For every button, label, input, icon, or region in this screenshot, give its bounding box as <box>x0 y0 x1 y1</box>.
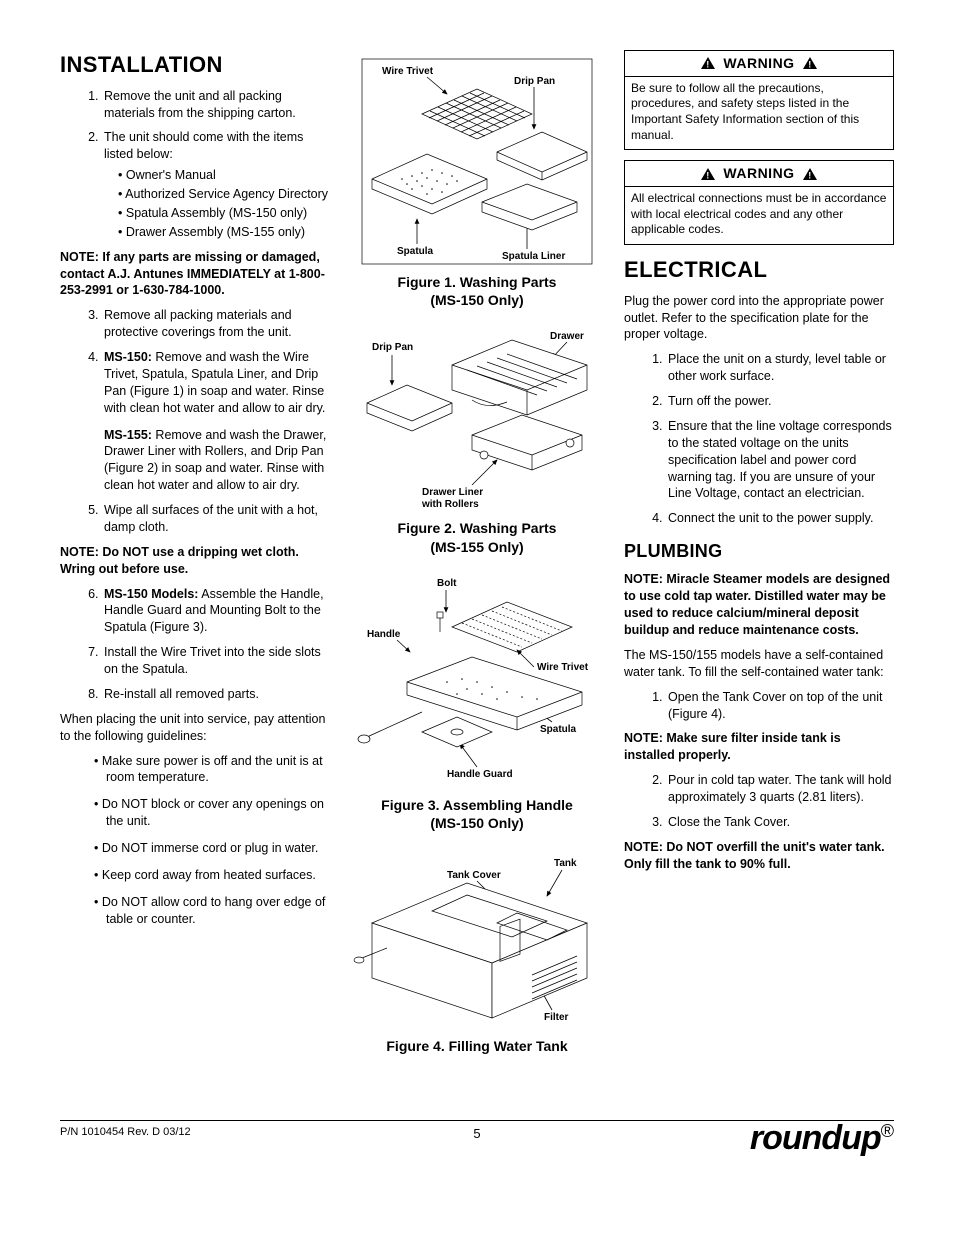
svg-text:!: ! <box>707 60 711 70</box>
svg-text:Filter: Filter <box>544 1012 569 1023</box>
warning-icon: ! <box>803 168 817 180</box>
figure-1: Wire Trivet Drip Pan Spatula Spatula Lin… <box>352 54 602 309</box>
guidelines-intro: When placing the unit into service, pay … <box>60 711 330 745</box>
warning-icon: ! <box>701 168 715 180</box>
figure-4-caption: Figure 4. Filling Water Tank <box>352 1037 602 1055</box>
figure-3-caption: Figure 3. Assembling Handle(MS-150 Only) <box>352 796 602 832</box>
plumbing-steps-a: Open the Tank Cover on top of the unit (… <box>624 689 894 723</box>
svg-text:Handle Guard: Handle Guard <box>447 769 513 780</box>
guideline-4: Keep cord away from heated surfaces. <box>94 867 330 884</box>
svg-text:Drip Pan: Drip Pan <box>514 76 555 87</box>
guideline-3: Do NOT immerse cord or plug in water. <box>94 840 330 857</box>
plumbing-note-3: NOTE: Do NOT overfill the unit's water t… <box>624 839 894 873</box>
warning-box-1: ! WARNING ! Be sure to follow all the pr… <box>624 50 894 150</box>
items-list: Owner's Manual Authorized Service Agency… <box>104 167 330 241</box>
installation-note-1: NOTE: If any parts are missing or damage… <box>60 249 330 300</box>
install-step-8: Re-install all removed parts. <box>102 686 330 703</box>
warning-body-1: Be sure to follow all the precautions, p… <box>625 77 893 149</box>
part-number: P/N 1010454 Rev. D 03/12 <box>60 1125 338 1140</box>
plumbing-step-2: Pour in cold tap water. The tank will ho… <box>666 772 894 806</box>
guideline-1: Make sure power is off and the unit is a… <box>94 753 330 787</box>
svg-text:Wire Trivet: Wire Trivet <box>382 66 434 77</box>
install-step-7: Install the Wire Trivet into the side sl… <box>102 644 330 678</box>
electrical-step-2: Turn off the power. <box>666 393 894 410</box>
warning-head-1: ! WARNING ! <box>625 51 893 77</box>
svg-text:Spatula: Spatula <box>540 724 577 735</box>
page-footer: P/N 1010454 Rev. D 03/12 5 roundup® <box>60 1120 894 1155</box>
installation-note-2: NOTE: Do NOT use a dripping wet cloth. W… <box>60 544 330 578</box>
warning-icon: ! <box>803 57 817 69</box>
svg-text:Drip Pan: Drip Pan <box>372 342 413 353</box>
installation-steps-a: Remove the unit and all packing material… <box>60 88 330 241</box>
electrical-steps: Place the unit on a sturdy, level table … <box>624 351 894 527</box>
plumbing-intro: The MS-150/155 models have a self-contai… <box>624 647 894 681</box>
warning-box-2: ! WARNING ! All electrical connections m… <box>624 160 894 245</box>
item-spatula-assembly: Spatula Assembly (MS-150 only) <box>118 205 330 222</box>
item-service-directory: Authorized Service Agency Directory <box>118 186 330 203</box>
installation-steps-c: MS-150 Models: Assemble the Handle, Hand… <box>60 586 330 703</box>
svg-text:!: ! <box>707 170 711 180</box>
figure-3: Bolt Handle Wire Trivet Spatula Handle G… <box>352 572 602 832</box>
plumbing-note-1: NOTE: Miracle Steamer models are designe… <box>624 571 894 639</box>
guidelines-list: Make sure power is off and the unit is a… <box>60 753 330 928</box>
svg-text:Tank Cover: Tank Cover <box>447 870 501 881</box>
figure-2: Drip Pan Drawer Drawer Liner with Roller… <box>352 325 602 555</box>
installation-steps-b: Remove all packing materials and protect… <box>60 307 330 536</box>
figure-1-caption: Figure 1. Washing Parts(MS-150 Only) <box>352 273 602 309</box>
electrical-step-3: Ensure that the line voltage corresponds… <box>666 418 894 502</box>
guideline-5: Do NOT allow cord to hang over edge of t… <box>94 894 330 928</box>
svg-text:with Rollers: with Rollers <box>421 499 479 510</box>
roundup-logo: roundup® <box>616 1125 894 1155</box>
install-step-1: Remove the unit and all packing material… <box>102 88 330 122</box>
warning-icon: ! <box>701 57 715 69</box>
install-step-6: MS-150 Models: Assemble the Handle, Hand… <box>102 586 330 637</box>
electrical-heading: Electrical <box>624 255 894 285</box>
install-step-4: MS-150: Remove and wash the Wire Trivet,… <box>102 349 330 494</box>
svg-text:Drawer Liner: Drawer Liner <box>422 487 483 498</box>
warning-head-2: ! WARNING ! <box>625 161 893 187</box>
install-step-3: Remove all packing materials and protect… <box>102 307 330 341</box>
svg-text:!: ! <box>808 60 812 70</box>
install-step-2: The unit should come with the items list… <box>102 129 330 240</box>
plumbing-step-1: Open the Tank Cover on top of the unit (… <box>666 689 894 723</box>
svg-text:Drawer: Drawer <box>550 331 584 342</box>
column-right: ! WARNING ! Be sure to follow all the pr… <box>624 50 894 1100</box>
svg-text:Wire Trivet: Wire Trivet <box>537 662 589 673</box>
warning-body-2: All electrical connections must be in ac… <box>625 187 893 244</box>
svg-text:Spatula Liner: Spatula Liner <box>502 251 565 262</box>
installation-heading: Installation <box>60 50 330 80</box>
svg-text:Tank: Tank <box>554 858 577 869</box>
svg-text:Handle: Handle <box>367 629 401 640</box>
figure-4: Tank Cover Tank Filter <box>352 848 602 1055</box>
electrical-step-1: Place the unit on a sturdy, level table … <box>666 351 894 385</box>
plumbing-step-3: Close the Tank Cover. <box>666 814 894 831</box>
figure-2-caption: Figure 2. Washing Parts(MS-155 Only) <box>352 519 602 555</box>
electrical-intro: Plug the power cord into the appropriate… <box>624 293 894 344</box>
item-drawer-assembly: Drawer Assembly (MS-155 only) <box>118 224 330 241</box>
svg-text:!: ! <box>808 170 812 180</box>
column-figures: Wire Trivet Drip Pan Spatula Spatula Lin… <box>352 50 602 1100</box>
item-owners-manual: Owner's Manual <box>118 167 330 184</box>
electrical-step-4: Connect the unit to the power supply. <box>666 510 894 527</box>
guideline-2: Do NOT block or cover any openings on th… <box>94 796 330 830</box>
svg-text:Bolt: Bolt <box>437 578 457 589</box>
column-installation: Installation Remove the unit and all pac… <box>60 50 330 1100</box>
plumbing-heading: Plumbing <box>624 539 894 563</box>
plumbing-note-2: NOTE: Make sure filter inside tank is in… <box>624 730 894 764</box>
page-number: 5 <box>338 1125 616 1143</box>
install-step-5: Wipe all surfaces of the unit with a hot… <box>102 502 330 536</box>
plumbing-steps-b: Pour in cold tap water. The tank will ho… <box>624 772 894 831</box>
svg-text:Spatula: Spatula <box>397 246 434 257</box>
